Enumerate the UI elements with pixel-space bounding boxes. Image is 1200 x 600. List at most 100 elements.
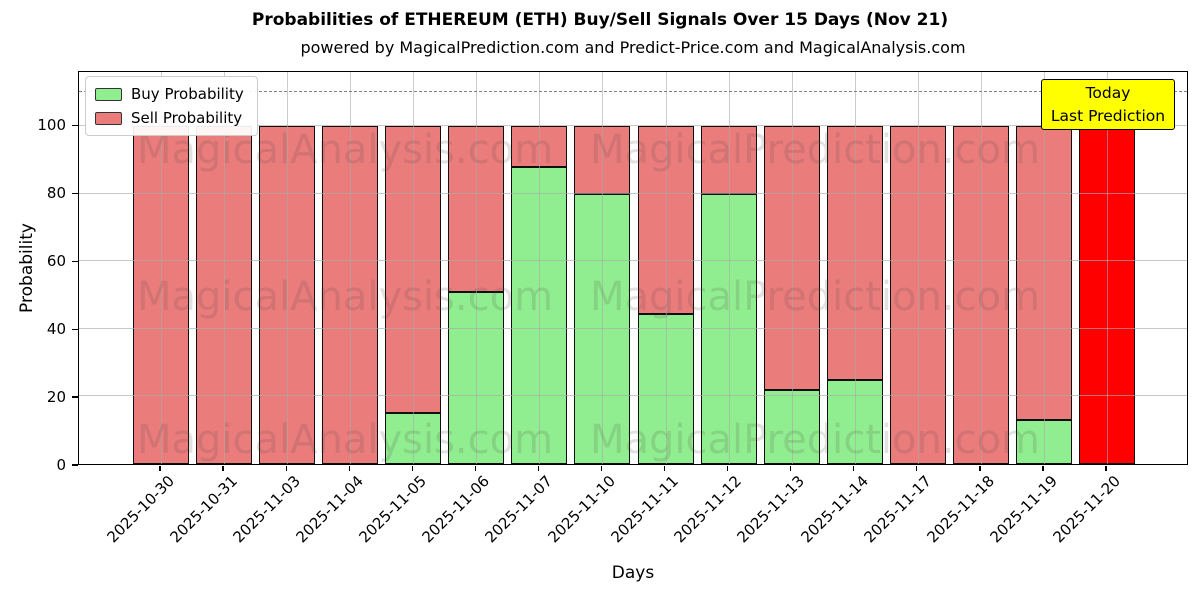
y-tick-mark [72,124,78,127]
chart-subtitle: powered by MagicalPrediction.com and Pre… [300,38,966,57]
x-tick-mark [600,466,603,471]
legend: Buy Probability Sell Probability [85,76,258,136]
bar-slot [319,72,382,464]
x-tick-mark [411,466,413,471]
v-gridline [980,72,982,464]
legend-item-sell: Sell Probability [95,109,244,127]
x-tick-label: 2025-10-31 [166,472,241,547]
y-tick-mark [72,192,78,194]
h-gridline [79,327,1187,329]
watermark-text: MagicalAnalysis.com [136,417,554,463]
chart-title: Probabilities of ETHEREUM (ETH) Buy/Sell… [251,10,949,30]
x-tick-label: 2025-11-04 [292,472,367,547]
v-gridline [791,72,793,464]
x-tick-label: 2025-11-14 [797,472,872,547]
h-gridline [79,192,1187,194]
x-tick-label: 2025-11-07 [481,472,557,547]
y-tick-label: 20 [46,387,66,406]
y-tick-mark [72,328,78,330]
bar-slot [823,72,886,464]
v-gridline [728,72,730,464]
dashed-threshold-line [79,91,1187,93]
v-gridline [413,72,415,464]
bar-slot [193,72,256,464]
x-tick-label: 2025-10-30 [103,472,178,547]
v-gridline [476,72,478,464]
y-tick-label: 80 [46,183,66,202]
x-tick-mark [726,466,729,471]
bar-slot [445,72,508,464]
x-tick-mark [1105,466,1107,471]
v-gridline [602,72,604,464]
y-tick-mark [72,396,78,398]
v-gridline [161,72,163,464]
x-tick-mark [474,466,477,471]
y-tick-label: 60 [46,251,66,270]
bar-slot [949,72,1012,464]
sell-swatch-icon [95,111,122,125]
watermark-text: MagicalPrediction.com [590,127,1040,173]
x-tick-mark [348,466,350,471]
v-gridline [1043,72,1045,464]
bar-slot [571,72,634,464]
v-gridline [1106,72,1108,464]
x-tick-mark [663,466,666,471]
buy-swatch-icon [95,87,122,101]
bar-slot [130,72,193,464]
bar-slot [1075,72,1138,464]
h-gridline [79,395,1187,397]
x-tick-mark [853,466,855,471]
x-tick-label: 2025-11-11 [607,472,683,547]
x-tick-mark [285,466,287,471]
v-gridline [854,72,856,464]
legend-label-buy: Buy Probability [131,85,244,103]
v-gridline [287,72,289,464]
y-tick-label: 0 [56,455,66,474]
bar-slot [634,72,697,464]
h-gridline [79,125,1187,127]
v-gridline [917,72,919,464]
watermark-text: MagicalPrediction.com [590,417,1040,463]
bar-slot [1012,72,1075,464]
today-annotation-box: Today Last Prediction [1041,79,1175,130]
y-tick-label: 100 [37,115,66,134]
bar-slot [886,72,949,464]
bar-slot [256,72,319,464]
x-tick-label: 2025-11-18 [923,472,998,547]
x-tick-label: 2025-11-06 [418,472,494,547]
v-gridline [350,72,352,464]
x-tick-mark [790,466,792,471]
x-tick-mark [222,466,224,471]
x-axis-label: Days [611,563,655,583]
x-tick-label: 2025-11-05 [355,472,431,547]
v-gridline [665,72,667,464]
x-tick-label: 2025-11-20 [1049,472,1124,547]
watermark-text: MagicalPrediction.com [590,274,1040,320]
x-tick-label: 2025-11-10 [544,472,620,547]
x-tick-mark [537,466,540,471]
v-gridline [224,72,226,464]
watermark-text: MagicalAnalysis.com [136,274,554,320]
x-tick-mark [159,466,161,471]
today-annotation-line1: Today [1085,84,1131,103]
x-tick-label: 2025-11-19 [986,472,1061,547]
plot-area [78,71,1188,465]
x-tick-mark [1042,466,1044,471]
bar-slot [508,72,571,464]
x-tick-label: 2025-11-13 [734,472,809,547]
x-tick-mark [979,466,981,471]
h-gridline [79,260,1187,262]
y-tick-mark [72,260,78,262]
bar-slot [760,72,823,464]
v-gridline [539,72,541,464]
x-tick-mark [916,466,918,471]
bar-slot [382,72,445,464]
x-tick-label: 2025-11-03 [229,472,304,547]
bar-slot [697,72,760,464]
y-tick-label: 40 [46,319,66,338]
y-tick-mark [72,464,78,466]
legend-item-buy: Buy Probability [95,85,244,103]
legend-label-sell: Sell Probability [131,109,243,127]
today-annotation-line2: Last Prediction [1050,106,1166,125]
